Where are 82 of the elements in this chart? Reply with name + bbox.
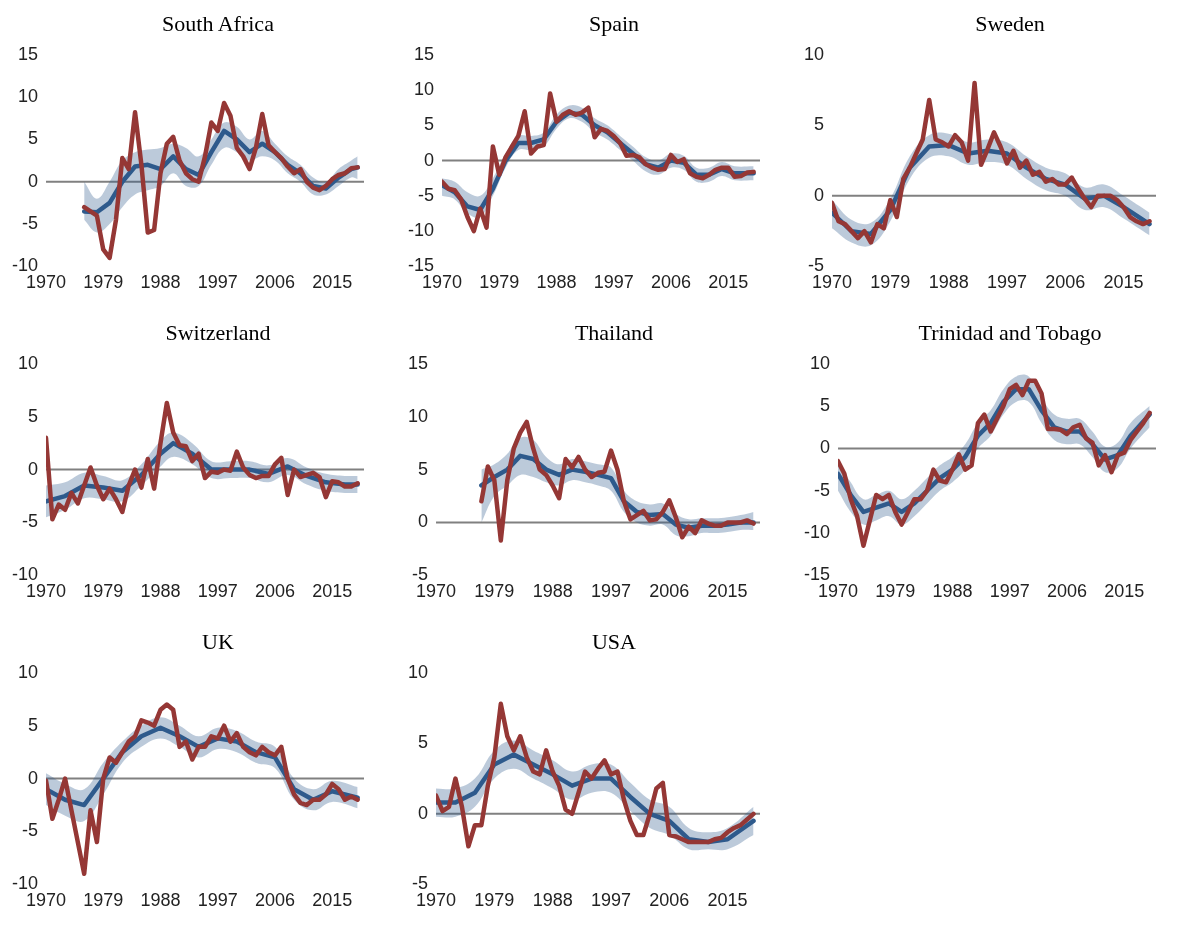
x-tick-label: 2015 (708, 272, 749, 293)
chart-title: Switzerland (164, 319, 272, 345)
y-tick-label: 0 (28, 767, 39, 788)
x-tick-label: 2006 (254, 890, 295, 911)
y-tick-label: -10 (408, 220, 435, 241)
y-tick-label: 0 (28, 170, 39, 191)
chart-title: Trinidad and Tobago (917, 319, 1103, 345)
x-tick-label: 2015 (707, 581, 748, 602)
x-tick-label: 2006 (649, 581, 690, 602)
y-tick-label: 5 (28, 128, 39, 149)
x-tick-label: 1988 (140, 272, 181, 293)
chart-title: Sweden (974, 10, 1046, 36)
x-tick-label: 2015 (312, 272, 353, 293)
y-tick-label: 15 (407, 352, 429, 373)
y-tick-label: -5 (418, 184, 435, 205)
chart-title: UK (201, 628, 235, 654)
x-tick-label: 2006 (254, 272, 295, 293)
x-tick-label: 1979 (479, 272, 520, 293)
x-tick-label: 1988 (928, 272, 969, 293)
x-tick-label: 1988 (140, 581, 181, 602)
x-tick-label: 1988 (140, 890, 181, 911)
x-tick-label: 1988 (532, 581, 573, 602)
x-tick-label: 1997 (590, 581, 631, 602)
y-tick-label: 10 (803, 43, 825, 64)
y-tick-label: 5 (418, 458, 429, 479)
y-tick-label: 0 (28, 458, 39, 479)
x-tick-label: 1988 (932, 581, 973, 602)
x-tick-label: 2015 (312, 581, 353, 602)
x-tick-label: 1997 (593, 272, 634, 293)
x-tick-label: 1997 (590, 890, 631, 911)
y-tick-label: -5 (814, 479, 831, 500)
y-tick-label: 15 (17, 43, 39, 64)
y-tick-label: 10 (809, 352, 831, 373)
x-tick-label: 2006 (649, 890, 690, 911)
chart-title: Thailand (573, 319, 655, 345)
chart-title: Spain (587, 10, 641, 36)
x-tick-label: 1997 (197, 581, 238, 602)
y-tick-label: -5 (22, 511, 39, 532)
x-tick-label: 1979 (870, 272, 911, 293)
x-tick-label: 1979 (83, 272, 124, 293)
x-tick-label: 2006 (1046, 581, 1087, 602)
y-tick-label: 5 (28, 405, 39, 426)
x-tick-label: 2015 (1104, 581, 1145, 602)
x-tick-label: 1979 (474, 890, 515, 911)
y-tick-label: 5 (418, 732, 429, 753)
y-tick-label: -5 (22, 213, 39, 234)
y-tick-label: 10 (407, 661, 429, 682)
y-tick-label: 5 (424, 114, 435, 135)
y-tick-label: 10 (17, 661, 39, 682)
y-tick-label: 5 (820, 395, 831, 416)
y-tick-label: 0 (814, 184, 825, 205)
x-tick-label: 2015 (312, 890, 353, 911)
x-tick-label: 1997 (989, 581, 1030, 602)
y-tick-label: -10 (804, 522, 831, 543)
chart-title: USA (591, 628, 637, 654)
x-tick-label: 1979 (474, 581, 515, 602)
chart-title: South Africa (161, 10, 275, 36)
x-tick-label: 2006 (1045, 272, 1086, 293)
y-tick-label: 5 (814, 114, 825, 135)
y-tick-label: 0 (424, 149, 435, 170)
y-tick-label: 0 (418, 511, 429, 532)
x-tick-label: 2006 (254, 581, 295, 602)
y-tick-label: -5 (22, 820, 39, 841)
x-tick-label: 1997 (986, 272, 1027, 293)
x-tick-label: 2015 (1103, 272, 1144, 293)
x-tick-label: 1997 (197, 890, 238, 911)
y-tick-label: 5 (28, 714, 39, 735)
x-tick-label: 1979 (83, 581, 124, 602)
y-tick-label: 0 (418, 802, 429, 823)
x-tick-label: 1979 (83, 890, 124, 911)
x-tick-label: 1988 (532, 890, 573, 911)
x-tick-label: 2006 (650, 272, 691, 293)
y-tick-label: 15 (413, 43, 435, 64)
x-tick-label: 2015 (707, 890, 748, 911)
x-tick-label: 1997 (197, 272, 238, 293)
x-tick-label: 1988 (536, 272, 577, 293)
y-tick-label: 10 (407, 405, 429, 426)
x-tick-label: 1979 (875, 581, 916, 602)
y-tick-label: 0 (820, 437, 831, 458)
y-tick-label: 10 (17, 86, 39, 107)
y-tick-label: 10 (17, 352, 39, 373)
y-tick-label: 10 (413, 79, 435, 100)
